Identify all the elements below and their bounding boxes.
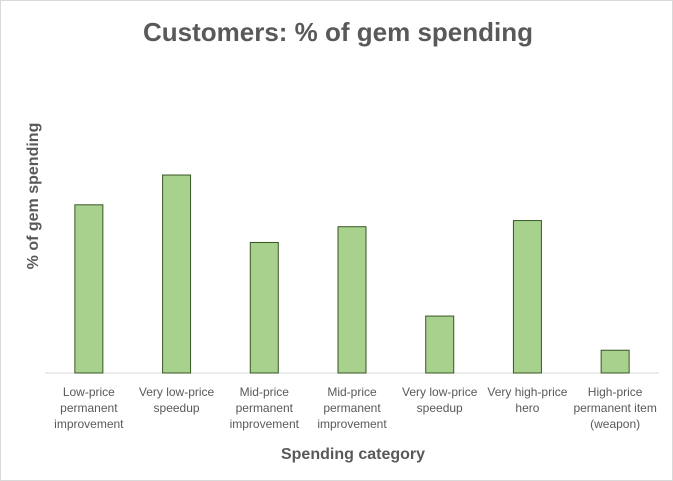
- x-tick-label: Very high-price hero: [487, 385, 568, 415]
- chart-title: Customers: % of gem spending: [143, 17, 533, 47]
- bar: [600, 349, 630, 374]
- bar: [249, 241, 279, 374]
- bar: [337, 226, 367, 374]
- bar: [512, 220, 542, 374]
- bar: [74, 204, 104, 374]
- x-tick-label: Mid-price permanent improvement: [317, 385, 387, 431]
- x-tick-label: Low-price permanent improvement: [54, 385, 124, 431]
- x-axis-title: Spending category: [281, 446, 425, 463]
- x-tick-label: High-price permanent item (weapon): [573, 385, 657, 431]
- x-tick-label: Very low-price speedup: [138, 385, 215, 415]
- bar: [162, 174, 192, 374]
- x-tick-label: Mid-price permanent improvement: [229, 385, 299, 431]
- bar: [425, 315, 455, 374]
- x-tick-label: Very low-price speedup: [402, 385, 478, 415]
- y-axis-title: % of gem spending: [25, 123, 42, 270]
